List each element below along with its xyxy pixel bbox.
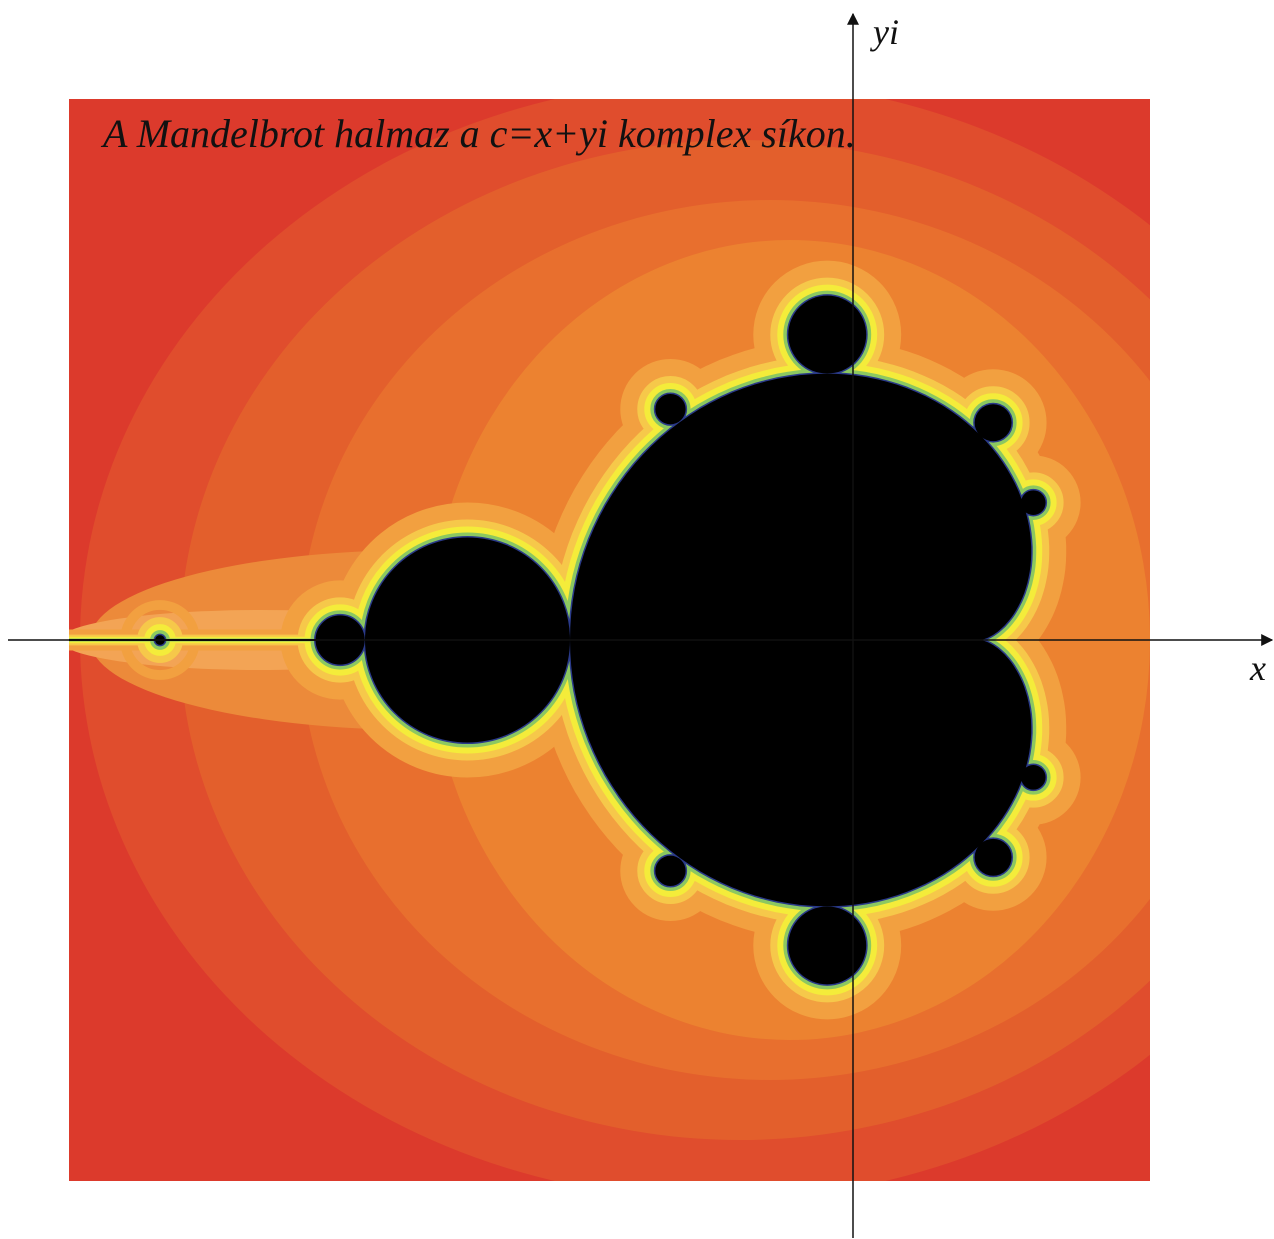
fractal-shape — [788, 296, 866, 374]
x-axis-label: x — [1249, 648, 1266, 688]
fractal-shape — [1021, 765, 1046, 790]
figure: yi x A Mandelbrot halmaz a c=x+yi komple… — [0, 0, 1274, 1239]
title: A Mandelbrot halmaz a c=x+yi komplex sík… — [100, 111, 856, 156]
fractal-shape — [655, 856, 685, 886]
fractal-shape — [975, 404, 1012, 441]
y-axis-label: yi — [870, 12, 899, 52]
fractal-shape — [975, 839, 1012, 876]
fractal-shape — [655, 394, 685, 424]
fractal-shape — [1021, 490, 1046, 515]
fractal-shape — [788, 906, 866, 984]
